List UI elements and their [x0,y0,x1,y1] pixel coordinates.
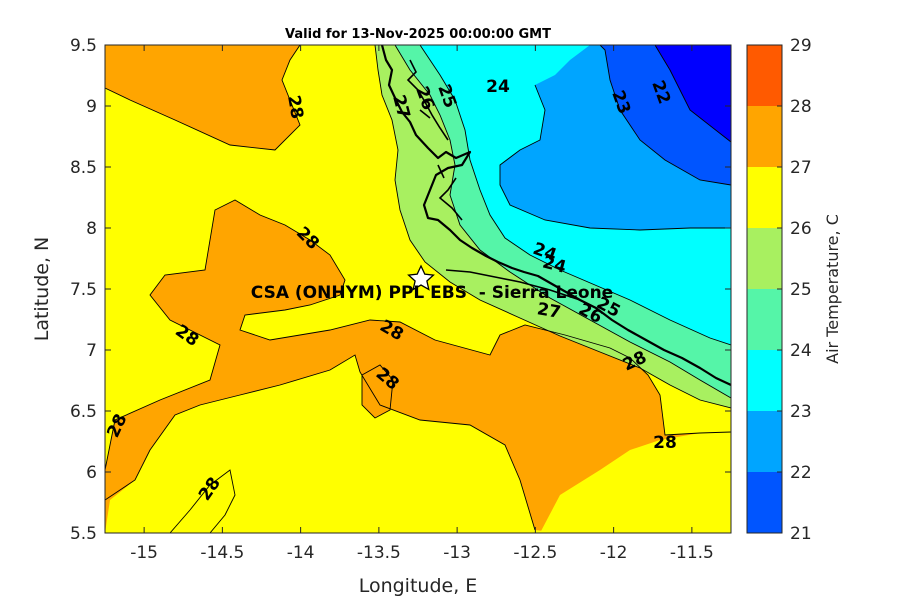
contour-label: 28 [653,433,677,453]
colorbar-tick-label: 29 [790,36,812,56]
contour-label: 27 [535,299,562,323]
colorbar-tick-label: 24 [790,341,812,361]
colorbar-tick-label: 26 [790,219,812,239]
coastline [380,45,731,386]
x-tick-label: -12.5 [513,543,557,563]
star-icon [407,264,435,291]
colorbar-tick-label: 23 [790,402,812,422]
x-tick-label: -11.5 [670,543,714,563]
temperature-band-27-28-isolated [362,365,393,418]
colorbar-band [747,411,782,472]
colorbar-band [747,167,782,228]
colorbar-label: Air Temperature, C [823,214,842,364]
y-axis-ticks: 9.5 9 8.5 8 7.5 7 6.5 6 5.5 [70,36,731,544]
x-tick-label: -15 [130,543,158,563]
y-tick-label: 9 [86,97,97,117]
y-tick-label: 7 [86,341,97,361]
x-axis-ticks: -15 -14.5 -14 -13.5 -13 -12.5 -12 -11.5 [130,45,714,563]
colorbar: 29 28 27 26 25 24 23 22 21 [746,36,812,544]
colorbar-band [747,289,782,350]
temperature-band-26-27-south-pocket [170,470,235,533]
y-tick-label: 9.5 [70,36,97,56]
y-tick-label: 8 [86,219,97,239]
contour-lines [105,45,731,533]
temperature-band-26-27-southeast [540,432,731,533]
x-tick-label: -14 [287,543,315,563]
colorbar-tick-label: 27 [790,158,812,178]
contour-label: 24 [486,77,510,97]
colorbar-band [747,228,782,289]
colorbar-tick-label: 21 [790,524,812,544]
map-title: Valid for 13-Nov-2025 00:00:00 GMT [285,27,551,42]
temperature-band-27-28-northwest [105,45,300,150]
coastline-inland [406,59,581,301]
x-tick-label: -13.5 [357,543,401,563]
x-tick-label: -12 [600,543,628,563]
map-plot-area: 28 28 28 28 28 28 28 28 28 24 25 26 27 2… [105,45,731,533]
colorbar-band [747,106,782,167]
x-tick-label: -13 [443,543,471,563]
colorbar-band [747,350,782,411]
x-axis-label: Longitude, E [359,575,478,597]
contour-label: 28 [283,94,307,121]
x-tick-label: -14.5 [200,543,244,563]
y-tick-label: 8.5 [70,158,97,178]
site-label: CSA (ONHYM) PPL EBS - Sierra Leone [251,283,613,303]
y-tick-label: 6 [86,463,97,483]
colorbar-tick-label: 22 [790,463,812,483]
colorbar-band [747,45,782,106]
y-tick-label: 6.5 [70,402,97,422]
y-tick-label: 7.5 [70,280,97,300]
colorbar-band [747,472,782,533]
y-axis-label: Latitude, N [31,237,53,342]
y-tick-label: 5.5 [70,524,97,544]
temperature-band-27-28-south [105,200,731,533]
temperature-band-20-21 [655,45,731,142]
colorbar-tick-label: 25 [790,280,812,300]
colorbar-tick-label: 28 [790,97,812,117]
